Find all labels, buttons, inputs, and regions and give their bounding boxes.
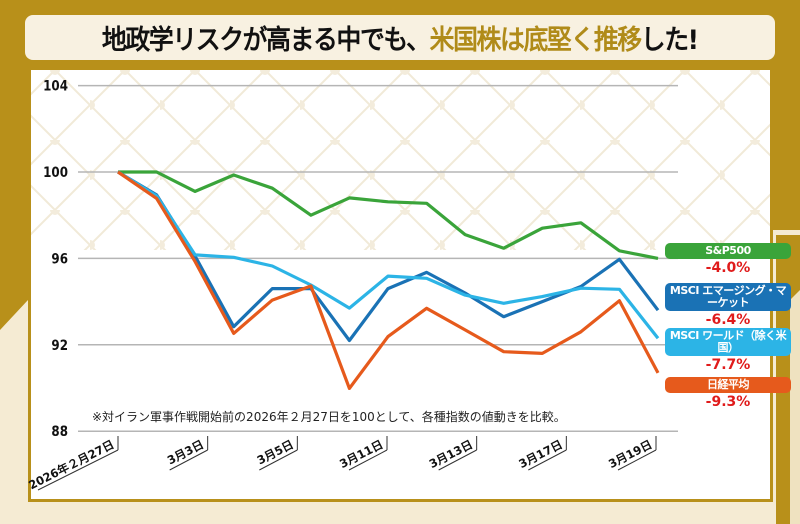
x-tick-label: 2026年２月27日 <box>26 437 116 492</box>
y-tick-label: 100 <box>43 165 68 181</box>
title-highlight: 米国株は底堅く推移 <box>429 25 643 56</box>
legend-label: MSCI ワールド（除く米国） <box>665 328 791 356</box>
series-line-3 <box>117 170 660 390</box>
y-tick-label: 92 <box>51 338 68 354</box>
x-tick-label: 3月5日 <box>255 437 296 467</box>
legend-label: 日経平均 <box>665 377 791 393</box>
legend-change: -4.0% <box>705 260 751 276</box>
x-tick-leader <box>37 449 119 491</box>
legend-label: MSCI エマージング・マーケット <box>665 283 791 311</box>
series-line-2 <box>117 170 660 340</box>
chart-title: 地政学リスクが高まる中でも、米国株は底堅く推移した! <box>102 18 699 57</box>
background-pattern <box>31 70 770 250</box>
legend-item: MSCI エマージング・マーケット -6.4% <box>665 283 791 328</box>
series-line-0 <box>118 170 659 260</box>
title-text-end: した! <box>640 25 699 56</box>
y-tick-label: 96 <box>51 252 68 268</box>
y-tick-label: 88 <box>51 424 68 440</box>
x-tick-leader <box>528 449 567 471</box>
title-text: 地政学リスクが高まる中でも、 <box>102 25 431 56</box>
legend-item: 日経平均 -9.3% <box>665 377 791 410</box>
x-tick-leader <box>259 449 298 471</box>
legend-item: MSCI ワールド（除く米国） -7.7% <box>665 328 791 373</box>
x-tick-leader <box>348 449 388 471</box>
chart-note: ※対イラン軍事作戦開始前の2026年２月27日を100として、各種指数の値動きを… <box>92 409 566 424</box>
legend-item: S&P500 -4.0% <box>665 243 791 276</box>
x-tick-label: 3月3日 <box>165 437 206 467</box>
x-tick-leader <box>169 449 208 471</box>
legend-change: -7.7% <box>705 357 751 373</box>
x-tick-leader <box>617 449 657 471</box>
x-tick-leader <box>438 449 477 471</box>
title-banner: 地政学リスクが高まる中でも、米国株は底堅く推移した! <box>25 15 775 60</box>
legend-label: S&P500 <box>665 243 791 259</box>
y-tick-label: 104 <box>43 79 68 95</box>
legend-change: -6.4% <box>705 312 751 328</box>
legend-change: -9.3% <box>705 394 751 410</box>
